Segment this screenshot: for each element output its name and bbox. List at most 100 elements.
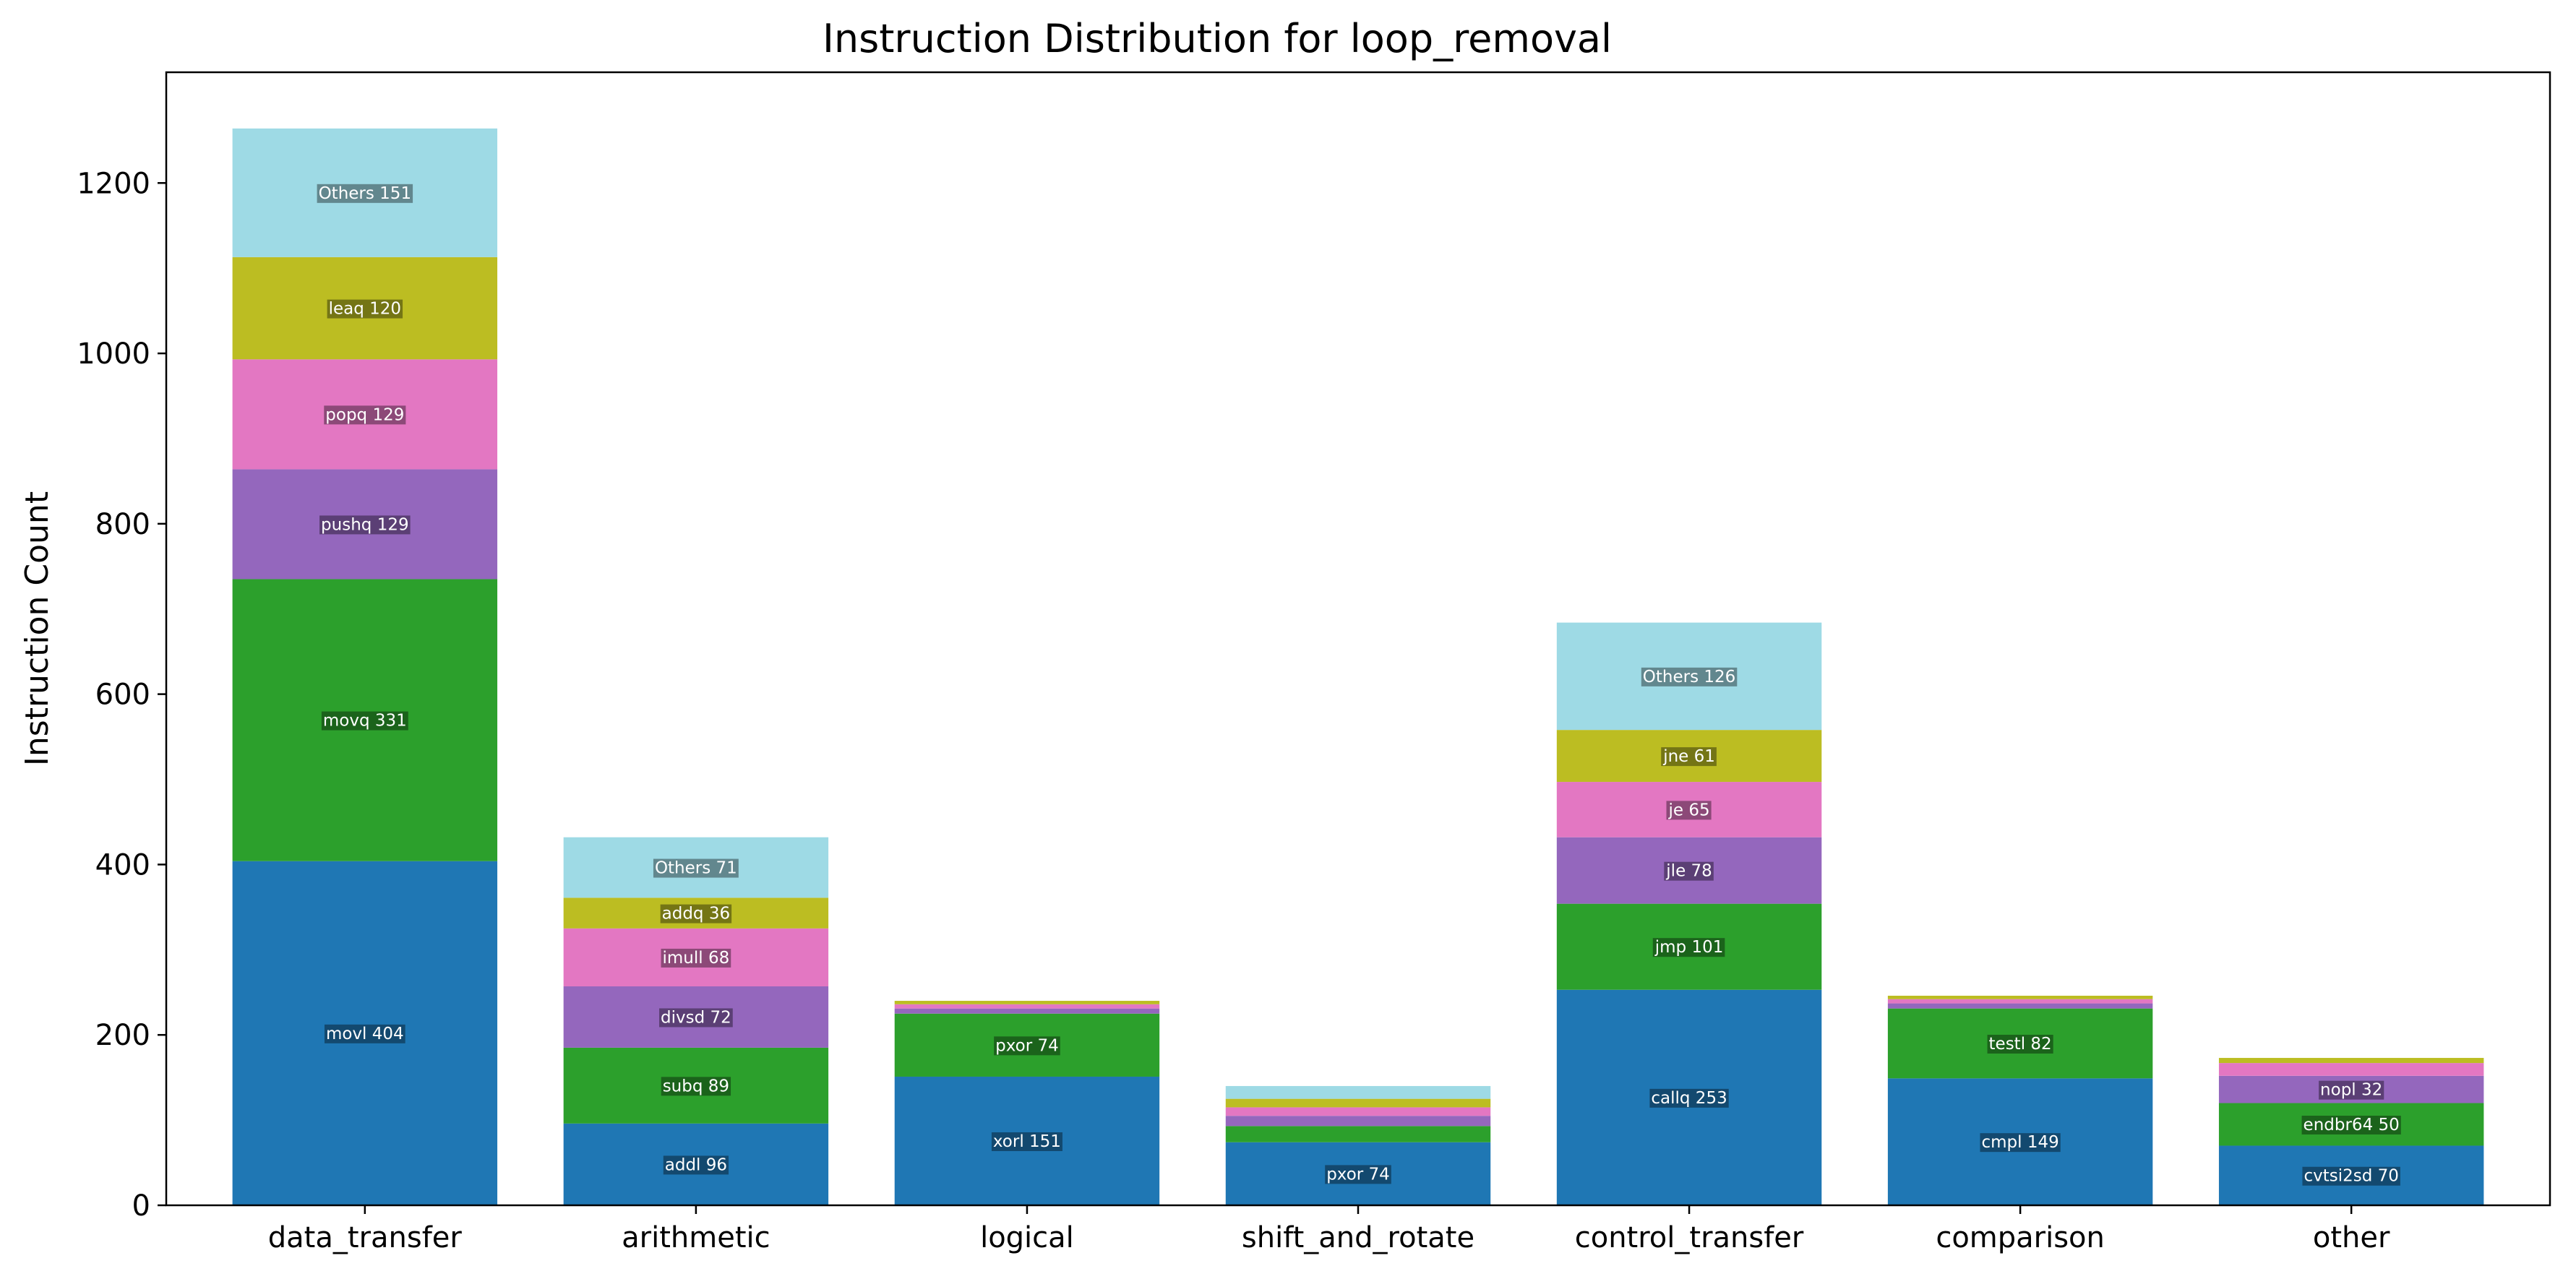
bar-segment-label-background <box>317 184 413 203</box>
bar-segment-data_transfer-4 <box>232 257 498 360</box>
bar-segment-label-background <box>2319 1080 2384 1100</box>
bar-segment-data_transfer-2 <box>232 469 498 580</box>
bar-segment-label: addl 96 <box>665 1155 727 1174</box>
bar-segment-data_transfer-5 <box>232 128 498 257</box>
bar-segment-label-background <box>659 1008 733 1028</box>
bar-segment-label-background <box>1641 667 1738 686</box>
x-tick-label: arithmetic <box>622 1221 770 1254</box>
bar-segment-arithmetic-3 <box>563 928 829 987</box>
bar-segment-control_transfer-5 <box>1556 622 1822 731</box>
plot-frame <box>165 71 2551 1207</box>
bar-segment-control_transfer-3 <box>1556 782 1822 837</box>
bar-segment-label-background <box>1666 801 1712 820</box>
bar-segment-comparison-1 <box>1887 1008 2153 1079</box>
bar-segment-label: popq 129 <box>325 405 404 424</box>
bar-segment-label-background <box>2301 1116 2401 1134</box>
bar-segment-label-background <box>324 405 406 425</box>
bar-segment-label: Others 151 <box>319 184 412 203</box>
bar-segment-other-4 <box>2218 1058 2484 1064</box>
bar-segment-label: je 65 <box>1667 801 1709 819</box>
bar-segment-label: subq 89 <box>663 1077 729 1095</box>
y-tick-label: 0 <box>132 1189 150 1223</box>
bar-segment-label-background <box>660 904 732 923</box>
bar-segment-label-background <box>324 1024 405 1043</box>
bar-segment-data_transfer-1 <box>232 579 498 861</box>
bar-segment-comparison-3 <box>1887 999 2153 1004</box>
bar-segment-arithmetic-0 <box>563 1123 829 1205</box>
bar-segment-label: endbr64 50 <box>2304 1116 2400 1134</box>
bar-segment-shift_and_rotate-5 <box>1225 1085 1491 1099</box>
bar-segment-label-background <box>661 1077 731 1096</box>
bar-segment-label: nopl 32 <box>2320 1081 2382 1100</box>
bar-segment-label: movq 331 <box>323 712 407 731</box>
bar-segment-comparison-0 <box>1887 1078 2153 1205</box>
bar-segment-label-background <box>1325 1165 1391 1184</box>
bar-segment-label: jmp 101 <box>1654 938 1724 957</box>
bar-segment-arithmetic-1 <box>563 1047 829 1124</box>
y-tick-label: 1000 <box>77 337 150 371</box>
bar-segment-label-background <box>1980 1133 2061 1153</box>
bar-segment-comparison-2 <box>1887 1003 2153 1009</box>
bar-segment-control_transfer-1 <box>1556 903 1822 990</box>
bar-segment-label: jle 78 <box>1665 862 1712 881</box>
bar-segment-control_transfer-0 <box>1556 989 1822 1205</box>
bar-segment-label-background <box>991 1132 1062 1151</box>
bar-segment-comparison-4 <box>1887 995 2153 999</box>
y-tick-label: 400 <box>95 848 150 882</box>
bar-segment-label: divsd 72 <box>661 1008 731 1027</box>
y-tick-label: 600 <box>95 679 150 712</box>
bar-segment-label-background <box>2302 1166 2400 1186</box>
bar-segment-label-background <box>1661 747 1717 767</box>
bar-segment-label: callq 253 <box>1651 1089 1727 1108</box>
bar-segment-control_transfer-4 <box>1556 730 1822 783</box>
bar-segment-label-background <box>327 299 403 319</box>
bar-segment-label-background <box>661 948 731 968</box>
bar-segment-other-1 <box>2218 1103 2484 1146</box>
bar-segment-label: cmpl 149 <box>1981 1133 2058 1152</box>
bar-segment-logical-4 <box>894 1001 1160 1004</box>
x-tick-label: shift_and_rotate <box>1242 1221 1474 1254</box>
y-axis-ticks: 0 200 400 600 800 1000 1200 <box>77 167 166 1223</box>
y-tick-label: 200 <box>95 1019 150 1052</box>
bar-segment-label-background <box>321 711 408 731</box>
bar-segment-logical-0 <box>894 1076 1160 1205</box>
bar-segment-label: pxor 74 <box>995 1036 1059 1055</box>
chart-title: Instruction Distribution for loop_remova… <box>823 16 1612 61</box>
x-tick-label: control_transfer <box>1575 1221 1804 1254</box>
bar-segment-label: Others 126 <box>1643 668 1736 686</box>
x-tick-label: comparison <box>1936 1221 2105 1254</box>
y-tick-label: 1200 <box>77 167 150 200</box>
bar-segment-arithmetic-5 <box>563 837 829 898</box>
x-tick-label: other <box>2313 1221 2390 1254</box>
bar-segment-arithmetic-2 <box>563 986 829 1048</box>
y-tick-label: 800 <box>95 508 150 541</box>
bar-segment-label: pushq 129 <box>321 515 409 534</box>
bar-segment-data_transfer-0 <box>232 861 498 1205</box>
bar-segment-other-2 <box>2218 1075 2484 1103</box>
bar-segment-label: cvtsi2sd 70 <box>2304 1167 2398 1186</box>
bar-segment-shift_and_rotate-1 <box>1225 1126 1491 1142</box>
bar-segment-label-background <box>653 858 739 878</box>
x-tick-label: logical <box>980 1221 1074 1254</box>
bar-segment-other-3 <box>2218 1063 2484 1076</box>
bar-segment-label: movl 404 <box>326 1025 404 1043</box>
bar-segment-label-background <box>319 515 411 535</box>
bar-segment-label: pxor 74 <box>1326 1165 1390 1184</box>
bars-group: movl 404 movq 331 pushq 129 popq 129 leaq 12… <box>232 128 2484 1205</box>
bar-segment-data_transfer-3 <box>232 359 498 470</box>
bar-segment-label-background <box>994 1036 1060 1056</box>
bar-segment-arithmetic-4 <box>563 897 829 929</box>
bar-segment-label: leaq 120 <box>329 300 401 319</box>
bar-segment-label-background <box>663 1155 729 1175</box>
bar-segment-label-background <box>1987 1035 2053 1054</box>
bar-segment-label: xorl 151 <box>993 1132 1061 1151</box>
bar-segment-label: jne 61 <box>1662 747 1715 766</box>
bar-segment-label-background <box>1652 938 1725 957</box>
bar-segment-label: addq 36 <box>662 905 730 923</box>
bar-segment-shift_and_rotate-0 <box>1225 1142 1491 1205</box>
bar-segment-label-background <box>1664 861 1714 881</box>
bar-segment-shift_and_rotate-4 <box>1225 1098 1491 1108</box>
bar-segment-other-0 <box>2218 1145 2484 1205</box>
bar-segment-shift_and_rotate-2 <box>1225 1116 1491 1127</box>
